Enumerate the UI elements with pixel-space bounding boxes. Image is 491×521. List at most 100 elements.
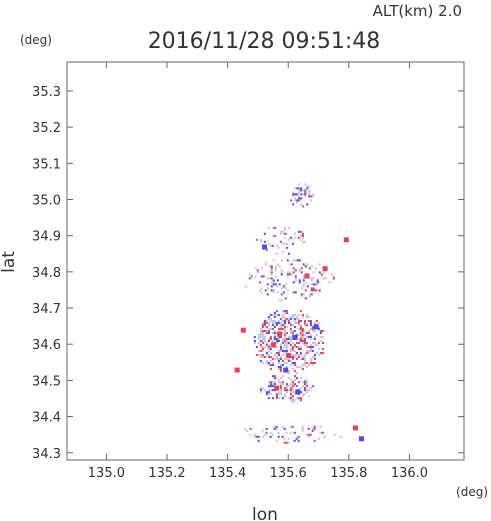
echo-pixel [261,348,264,351]
echo-pixel [291,362,294,365]
echo-pixel [267,356,270,359]
echo-pixel [297,338,300,341]
echo-pixel [276,279,279,282]
echo-pixel [281,340,284,343]
strong-echo [343,237,349,243]
echo-pixel [287,441,290,444]
echo-pixel [292,259,295,262]
echo-pixel [306,203,309,206]
echo-pixel [294,279,297,282]
echo-pixel [267,364,270,367]
echo-pixel [258,289,261,292]
echo-pixel [303,344,306,347]
echo-pixel [285,312,288,315]
echo-pixel [313,425,316,428]
echo-pixel [299,330,302,333]
echo-pixel [279,358,282,361]
echo-pixel [293,375,296,378]
echo-pixel [315,334,318,337]
echo-pixel [281,364,284,367]
echo-pixel [265,362,268,365]
echo-pixel [286,275,289,278]
echo-pixel [316,281,319,284]
echo-pixel [301,368,304,371]
echo-pixel [289,364,292,367]
echo-pixel [299,328,302,331]
echo-pixel [302,189,305,192]
echo-pixel [309,362,312,365]
echo-pixel [307,346,310,349]
strong-echo [277,331,283,337]
echo-pixel [281,360,284,363]
echo-pixel [310,293,313,296]
strong-echo [283,367,289,373]
echo-pixel [273,358,276,361]
echo-pixel [312,271,315,274]
echo-pixel [257,338,260,341]
echo-pixel [308,189,311,192]
echo-pixel [285,318,288,321]
echo-pixel [299,377,302,380]
echo-pixel [303,320,306,323]
echo-pixel [277,366,280,369]
echo-pixel [280,271,283,274]
echo-pixel [259,356,262,359]
echo-pixel [274,283,277,286]
echo-pixel [293,236,296,239]
echo-pixel [310,199,313,202]
echo-pixel [299,387,302,390]
echo-pixel [297,346,300,349]
echo-pixel [265,360,268,363]
echo-pixel [297,328,300,331]
echo-pixel [303,358,306,361]
echo-pixel [305,350,308,353]
echo-pixel [274,267,277,270]
echo-pixel [295,437,298,440]
echo-pixel [320,275,323,278]
echo-pixel [269,338,272,341]
echo-pixel [317,342,320,345]
echo-pixel [300,189,303,192]
echo-pixel [280,299,283,302]
echo-pixel [289,344,292,347]
echo-pixel [313,330,316,333]
echo-pixel [283,352,286,355]
echo-pixel [271,234,274,237]
echo-pixel [297,236,300,239]
echo-pixel [298,183,301,186]
echo-pixel [273,314,276,317]
echo-pixel [271,433,274,436]
echo-pixel [293,318,296,321]
echo-pixel [263,324,266,327]
y-unit-label: (deg) [20,33,52,47]
echo-pixel [261,330,264,333]
echo-pixel [300,187,303,190]
echo-pixel [302,205,305,208]
timestamp-title: 2016/11/28 09:51:48 [148,29,381,54]
echo-pixel [294,193,297,196]
echo-pixel [277,336,280,339]
echo-pixel [271,364,274,367]
echo-pixel [279,389,282,392]
x-tick-label: 135.0 [88,466,125,481]
echo-pixel [286,289,289,292]
echo-pixel [279,393,282,396]
echo-pixel [249,433,252,436]
echo-pixel [274,275,277,278]
echo-pixel [313,439,316,442]
echo-pixel [300,267,303,270]
echo-pixel [293,364,296,367]
echo-pixel [293,370,296,373]
echo-pixel [292,291,295,294]
echo-pixel [271,320,274,323]
echo-pixel [266,277,269,280]
echo-pixel [332,277,335,280]
echo-pixel [296,199,299,202]
y-tick-label: 34.4 [32,411,61,426]
echo-pixel [270,273,273,276]
echo-pixel [285,346,288,349]
echo-pixel [300,271,303,274]
echo-pixel [305,433,308,436]
echo-pixel [277,381,280,384]
echo-pixel [306,185,309,188]
